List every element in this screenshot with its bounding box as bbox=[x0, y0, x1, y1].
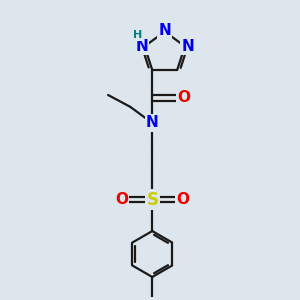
Text: N: N bbox=[158, 23, 171, 38]
Text: N: N bbox=[182, 39, 194, 54]
Text: O: O bbox=[177, 91, 190, 106]
Text: H: H bbox=[133, 30, 142, 40]
Text: S: S bbox=[146, 190, 158, 208]
Text: O: O bbox=[176, 192, 189, 207]
Text: O: O bbox=[115, 192, 128, 207]
Text: N: N bbox=[146, 116, 159, 130]
Text: N: N bbox=[135, 39, 148, 54]
